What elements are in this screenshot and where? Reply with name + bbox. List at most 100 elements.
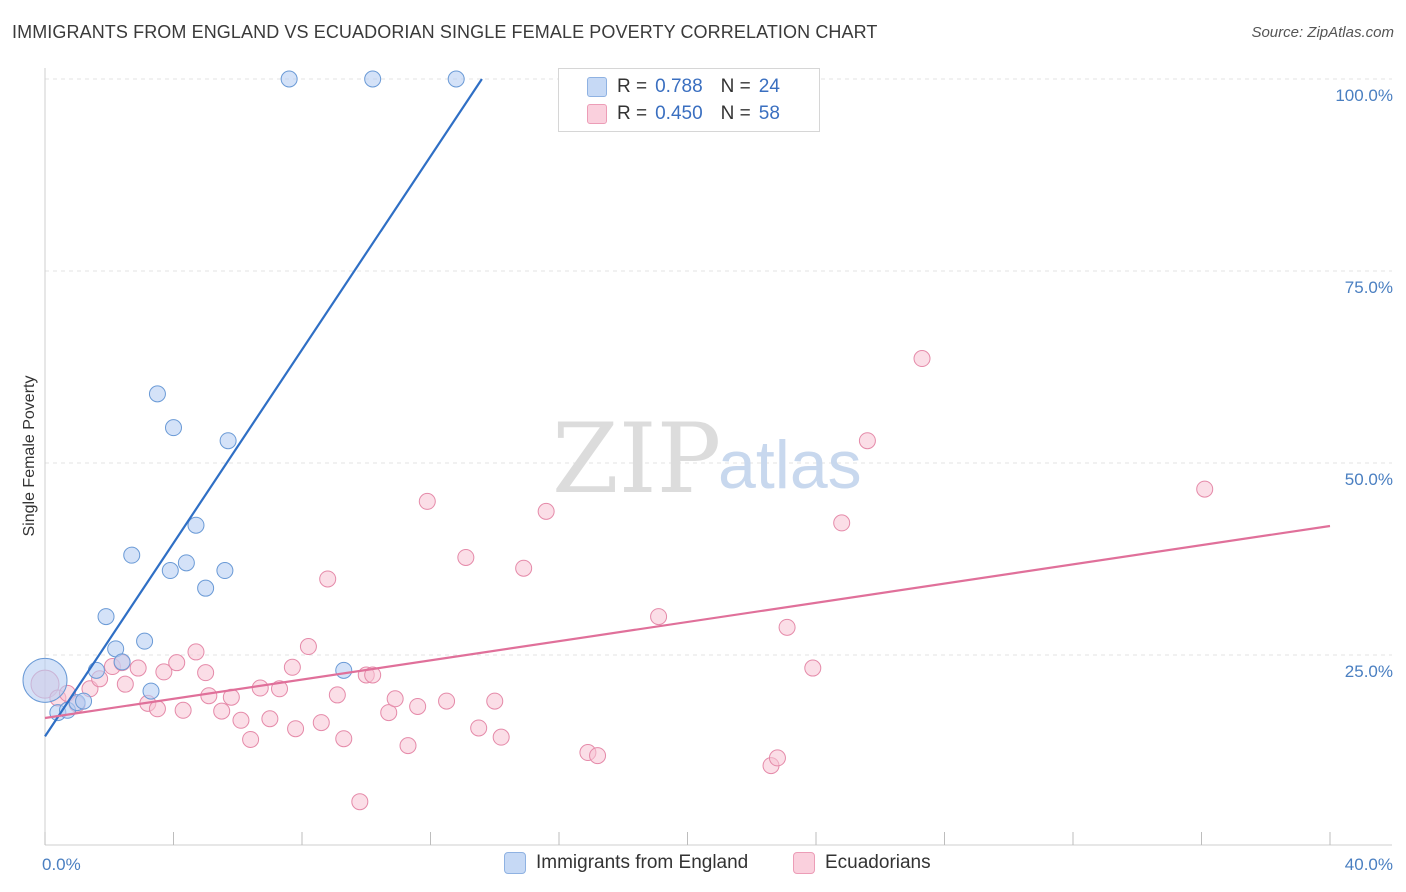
england-trendline: [44, 78, 483, 738]
x-tick-label: 40.0%: [1345, 855, 1393, 874]
ecuadorians-point: [319, 570, 337, 588]
x-tick-label: 0.0%: [42, 855, 81, 874]
ecuadorians-point: [197, 664, 215, 682]
ecuadorians-point: [155, 663, 173, 681]
ecuadorians-point: [833, 514, 851, 532]
watermark-zip: ZIP: [552, 403, 721, 515]
legend-swatch-ecuadorians: [793, 852, 815, 874]
y-axis-title: Single Female Poverty: [21, 376, 38, 537]
england-point: [447, 70, 465, 88]
ecuadorians-point: [129, 659, 147, 677]
ecuadorians-point: [287, 720, 305, 738]
england-point: [197, 579, 215, 597]
england-point: [123, 546, 141, 564]
legend-n-label: N =: [720, 76, 751, 97]
ecuadorians-point: [116, 675, 134, 693]
ecuadorians-point: [486, 692, 504, 710]
ecuadorians-point: [148, 700, 166, 718]
ecuadorians-point: [200, 687, 218, 705]
ecuadorians-point: [858, 432, 876, 450]
ecuadorians-point: [283, 658, 301, 676]
ecuadorians-trendline: [44, 524, 1331, 720]
ecuadorians-point: [380, 704, 398, 722]
ecuadorians-point: [589, 747, 607, 765]
ecuadorians-point: [457, 548, 475, 566]
ecuadorians-point: [299, 638, 317, 656]
ecuadorians-point: [399, 737, 417, 755]
ecuadorians-point: [261, 710, 279, 728]
legend-r-label: R =: [617, 103, 648, 124]
ecuadorians-point: [251, 679, 269, 697]
ecuadorians-point: [1196, 480, 1214, 498]
legend-n-value: 24: [758, 76, 780, 97]
ecuadorians-point: [174, 701, 192, 719]
source-label: Source: ZipAtlas.com: [1251, 24, 1394, 41]
legend-row-ecuador: R = 0.450 N = 58: [587, 102, 780, 126]
ecuadorians-point: [515, 559, 533, 577]
england-point: [364, 70, 382, 88]
trendlines: [44, 78, 1331, 738]
ecuadorians-point: [213, 702, 231, 720]
y-tick-label: 100.0%: [1335, 86, 1393, 105]
legend-label-england: Immigrants from England: [536, 852, 749, 873]
y-tick-label: 50.0%: [1345, 470, 1393, 489]
england-point: [219, 432, 237, 450]
england-point: [142, 682, 160, 700]
legend-n-label: N =: [720, 103, 751, 124]
ecuadorians-point: [492, 728, 510, 746]
ecuadorians-point: [271, 680, 289, 698]
ecuadorians-point: [438, 692, 456, 710]
england-point: [161, 562, 179, 580]
england-point: [136, 632, 154, 650]
ecuadorians-point: [913, 350, 931, 368]
legend-item-england[interactable]: Immigrants from England: [504, 852, 748, 874]
axes: [44, 68, 1392, 846]
ecuadorians-point: [232, 711, 250, 729]
england-point: [165, 419, 182, 437]
ecuadorians-point: [242, 730, 260, 748]
england-point: [187, 516, 205, 534]
legend-n-value: 58: [758, 103, 780, 124]
england-series: [22, 70, 465, 722]
ecuadorians-point: [328, 686, 346, 704]
england-point: [216, 562, 234, 580]
england-point: [280, 70, 298, 88]
y-tick-label: 75.0%: [1345, 278, 1393, 297]
england-point: [177, 554, 195, 572]
legend-item-ecuadorians[interactable]: Ecuadorians: [793, 852, 931, 874]
ecuadorians-point: [364, 666, 382, 684]
legend-swatch-england: [504, 852, 526, 874]
ecuadorians-point: [335, 730, 353, 748]
legend-label-ecuadorians: Ecuadorians: [825, 852, 931, 873]
ecuadorians-point: [351, 793, 369, 811]
watermark-atlas: atlas: [718, 427, 862, 503]
england-point: [335, 661, 353, 679]
gridlines: [45, 78, 1392, 656]
legend-r-value: 0.788: [655, 76, 703, 97]
tick-labels: 25.0% 50.0% 75.0% 100.0% 0.0% 40.0%: [42, 86, 1393, 874]
y-tick-label: 25.0%: [1345, 662, 1393, 681]
ecuadorians-point: [168, 654, 186, 672]
england-point: [148, 385, 166, 403]
england-point: [75, 692, 93, 710]
ecuadorians-point: [386, 690, 404, 708]
legend-r-label: R =: [617, 76, 648, 97]
chart-title: IMMIGRANTS FROM ENGLAND VS ECUADORIAN SI…: [12, 22, 878, 42]
legend-swatch-england: [587, 77, 607, 97]
watermark: ZIP atlas: [552, 403, 862, 515]
england-point: [97, 608, 115, 626]
legend-r-value: 0.450: [655, 103, 703, 124]
ecuadorians-point: [312, 714, 330, 732]
ecuadorians-point: [778, 618, 796, 636]
legend-row-england: R = 0.788 N = 24: [587, 75, 780, 99]
england-point: [22, 657, 68, 703]
england-point: [87, 661, 105, 679]
ecuadorians-point: [187, 643, 205, 661]
ecuadorians-point: [804, 659, 822, 677]
ecuadorians-point: [537, 502, 555, 520]
stats-legend: R = 0.788 N = 24 R = 0.450 N = 58: [558, 68, 820, 132]
ecuadorians-point: [768, 749, 786, 767]
legend-swatch-ecuador: [587, 104, 607, 124]
england-point: [113, 653, 131, 671]
